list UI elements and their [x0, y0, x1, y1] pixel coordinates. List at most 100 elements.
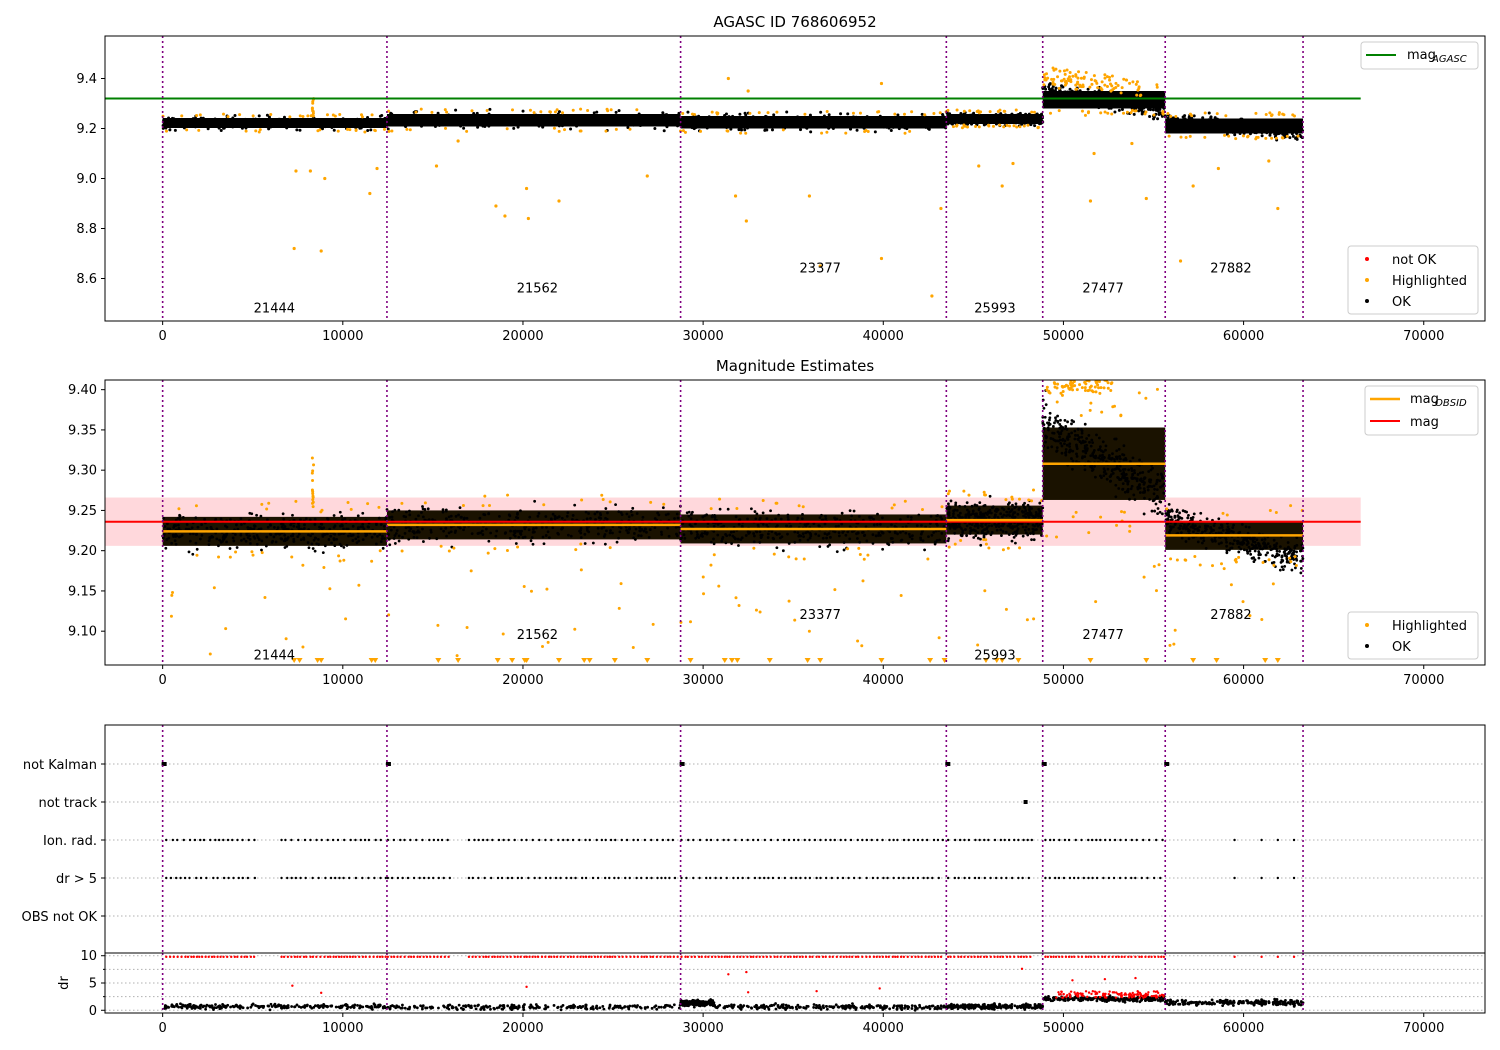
- highlighted-point: [501, 632, 505, 636]
- highlighted-point: [548, 110, 552, 114]
- ok-point: [1273, 555, 1277, 559]
- ok-point: [1257, 550, 1261, 553]
- ok-point: [824, 514, 827, 518]
- ok-point: [596, 120, 600, 124]
- ok-point: [361, 538, 365, 542]
- highlighted-point: [1062, 69, 1066, 73]
- ok-point: [419, 122, 423, 126]
- highlighted-point: [1017, 497, 1021, 501]
- highlighted-point: [862, 557, 866, 561]
- ok-point: [837, 531, 841, 535]
- ok-point: [1119, 100, 1123, 104]
- highlighted-point: [1169, 114, 1173, 118]
- ok-point: [544, 534, 548, 537]
- ion-rad-point: [671, 838, 675, 842]
- highlighted-point: [651, 622, 655, 626]
- highlighted-point: [1106, 381, 1110, 385]
- ok-point: [1202, 539, 1206, 543]
- ok-point: [961, 516, 964, 519]
- ion-rad-point: [808, 838, 811, 842]
- ok-point: [1150, 509, 1154, 513]
- ok-point: [284, 537, 287, 541]
- ok-point: [1295, 137, 1299, 141]
- ok-point: [1152, 499, 1156, 502]
- ok-point: [463, 516, 466, 520]
- ok-point: [989, 118, 993, 122]
- ok-point: [302, 122, 306, 126]
- ok-point: [391, 510, 394, 514]
- ok-point: [1248, 549, 1252, 553]
- ok-point: [236, 527, 240, 531]
- ion-rad-point: [803, 838, 806, 842]
- ok-point: [1240, 523, 1244, 526]
- highlighted-point: [967, 493, 971, 497]
- highlighted-point: [982, 490, 986, 494]
- ok-point: [1125, 93, 1129, 97]
- highlighted-point: [370, 559, 374, 563]
- ok-point: [748, 119, 752, 123]
- ok-point: [1226, 522, 1229, 525]
- ok-point: [912, 117, 916, 121]
- highlighted-point: [1270, 136, 1274, 140]
- highlighted-point: [710, 110, 714, 114]
- highlighted-point: [1155, 83, 1159, 87]
- highlighted-point: [775, 110, 779, 114]
- ion-rad-point: [566, 838, 569, 842]
- highlighted-outlier-point: [1191, 184, 1195, 188]
- ok-point: [519, 509, 522, 513]
- ok-point: [1187, 529, 1190, 533]
- ok-point: [271, 539, 275, 543]
- ok-point: [628, 527, 632, 531]
- ok-point: [984, 523, 988, 527]
- ok-point: [1061, 439, 1065, 442]
- off-scale-marker: [1190, 658, 1197, 663]
- highlighted-point: [628, 127, 632, 131]
- ok-point: [411, 115, 415, 119]
- ok-point: [898, 518, 902, 521]
- ok-point: [1022, 503, 1025, 507]
- ok-point: [683, 536, 687, 540]
- highlighted-outlier-point: [807, 194, 812, 198]
- ok-point: [351, 524, 355, 528]
- ok-point: [1286, 541, 1290, 544]
- ok-point: [1298, 549, 1302, 553]
- ok-point: [1015, 529, 1019, 533]
- ion-rad-point: [477, 838, 480, 842]
- ok-point: [1193, 124, 1197, 128]
- ok-point: [804, 116, 808, 120]
- dr-gt-5-point: [442, 876, 445, 880]
- ok-point: [738, 518, 742, 521]
- ion-rad-point: [813, 838, 817, 842]
- highlighted-point: [1119, 91, 1123, 95]
- ok-point: [1249, 122, 1253, 126]
- ok-point: [1183, 114, 1187, 118]
- ion-rad-point: [309, 838, 312, 842]
- ok-point: [1217, 531, 1221, 535]
- ok-point: [517, 118, 521, 122]
- ok-point: [546, 530, 550, 534]
- ok-point: [386, 127, 390, 131]
- highlighted-point: [1210, 564, 1214, 568]
- ok-point: [426, 507, 430, 511]
- ok-point: [1190, 518, 1194, 522]
- ok-point: [960, 527, 963, 530]
- highlighted-point: [250, 550, 254, 554]
- ok-point: [1253, 131, 1257, 135]
- ok-point: [1006, 513, 1010, 517]
- highlighted-point: [1069, 386, 1073, 390]
- ok-point: [1113, 458, 1116, 461]
- ok-point: [784, 116, 788, 120]
- ok-point: [1113, 437, 1117, 441]
- highlighted-point: [735, 507, 739, 511]
- ok-point: [286, 527, 290, 531]
- ok-point: [1192, 114, 1196, 118]
- ok-point: [1158, 500, 1162, 503]
- highlighted-point: [1008, 124, 1012, 128]
- highlighted-outlier-point: [434, 164, 439, 168]
- dr-gt-5-point: [367, 876, 370, 880]
- ok-point: [802, 122, 806, 126]
- dr-gt-5-point: [338, 876, 341, 880]
- ok-point: [1213, 116, 1217, 120]
- ok-point: [1014, 121, 1018, 125]
- ok-point: [504, 531, 507, 535]
